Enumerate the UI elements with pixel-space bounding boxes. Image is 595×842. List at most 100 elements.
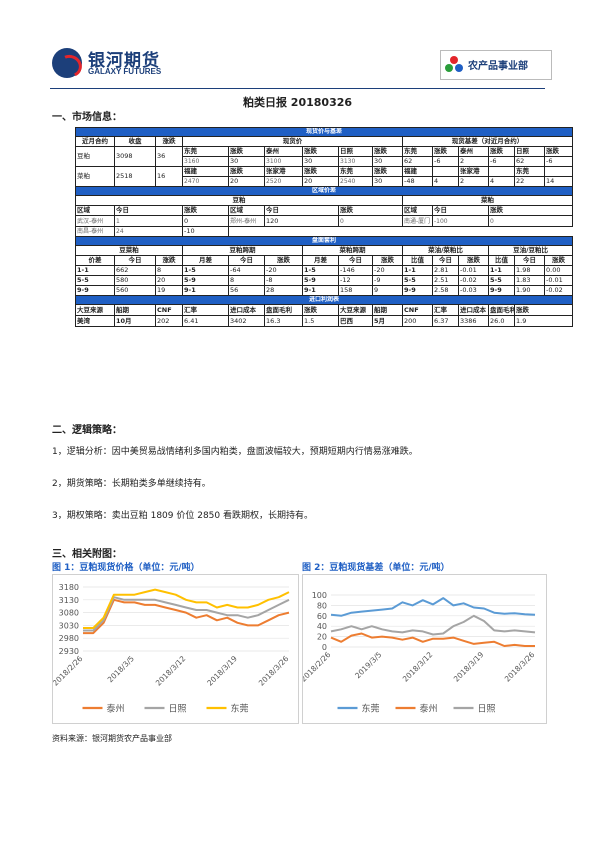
x-tick-label: 2018/3/26 (503, 650, 537, 684)
x-tick-label: 2018/3/12 (154, 654, 188, 688)
arb-group: 豆粕跨期 (182, 245, 303, 256)
cell (543, 166, 574, 177)
cell: 东莞 (182, 146, 229, 157)
cell: 2.58 (432, 285, 459, 296)
cell: 1.9 (513, 315, 574, 327)
agri-dept-icon (445, 56, 463, 72)
cell: 武汉-泰州 (75, 215, 115, 227)
cell: 1-1 (402, 265, 433, 276)
cell: 1-5 (302, 265, 339, 276)
cell: 30 (372, 156, 403, 167)
cell: 662 (114, 265, 156, 276)
cell: 汇率 (182, 304, 229, 316)
cell: -0.01 (458, 265, 489, 276)
cp-name: 菜粕 (75, 166, 115, 187)
cell: -20 (264, 265, 303, 276)
cell: 26.0 (488, 315, 515, 327)
cell: 今日 (114, 205, 183, 216)
cell: 3386 (458, 315, 489, 327)
cell: CNF (402, 304, 433, 316)
cell-empty (229, 227, 573, 237)
cell: 8 (155, 265, 183, 276)
cp-chg: 16 (155, 166, 183, 187)
report-title: 粕类日报 20180326 (242, 96, 353, 109)
cell: 日照 (338, 146, 373, 157)
cell: 120 (264, 215, 339, 227)
logic-1: 1，逻辑分析：因中美贸易战情绪利多国内粕类，盘面波幅较大，预期短期内行情易涨难跌… (52, 447, 418, 457)
legend-label: 东莞 (231, 703, 249, 715)
cell: 30 (302, 156, 339, 167)
cell: 2 (458, 156, 489, 167)
cell: 5-9 (182, 275, 229, 286)
y-tick-label: 0 (322, 643, 327, 652)
y-tick-label: 20 (317, 633, 327, 642)
y-tick-label: 80 (317, 601, 327, 610)
cell: 涨跌 (543, 146, 574, 157)
cell: 158 (338, 285, 373, 296)
cell: 比值 (488, 255, 515, 266)
cell: -8 (264, 275, 303, 286)
chart2-caption: 图 2：豆粕现货基差（单位：元/吨） (302, 563, 450, 573)
cell: 9-1 (182, 285, 229, 296)
y-tick-label: 40 (317, 622, 327, 631)
cell: 5-5 (402, 275, 433, 286)
cell: 3130 (338, 156, 373, 167)
cell: 0 (487, 215, 574, 227)
cell: -12 (338, 275, 373, 286)
cell: 200 (402, 315, 433, 327)
y-tick-label: 60 (317, 612, 327, 621)
cell: -10 (182, 226, 229, 237)
dp-name: 豆粕 (75, 146, 115, 167)
cell: 1.83 (514, 275, 545, 286)
y-tick-label: 2980 (59, 634, 79, 643)
cell: 涨跌 (513, 304, 574, 316)
y-tick-label: 3030 (59, 621, 79, 630)
cell: 14 (543, 176, 574, 187)
cell: 进口成本 (458, 304, 489, 316)
cell: 涨跌 (302, 166, 339, 177)
legend-label: 泰州 (420, 703, 438, 715)
arb-group: 豆菜粕 (75, 245, 183, 256)
cell: 泰州 (264, 146, 303, 157)
cell: -20 (372, 265, 403, 276)
h-close: 收盘 (114, 136, 156, 147)
cell: 今日 (514, 255, 545, 266)
cell: 涨跌 (302, 146, 339, 157)
cell: 区域 (75, 205, 115, 216)
cell: 20 (228, 176, 265, 187)
cell: 5-5 (75, 275, 115, 286)
legend-label: 日照 (478, 704, 496, 715)
cell: 今日 (228, 255, 265, 266)
cell: 2.81 (432, 265, 459, 276)
cell: 涨跌 (228, 166, 265, 177)
dp-close: 3098 (114, 146, 156, 167)
cell: 郑州-泰州 (228, 215, 265, 227)
legend-label: 东莞 (362, 703, 380, 715)
cell: 5月 (372, 315, 403, 327)
cell: 6.37 (432, 315, 459, 327)
legend-label: 日照 (169, 704, 187, 715)
x-tick-label: 2018/3/26 (257, 654, 291, 688)
region-dp: 豆粕 (75, 195, 403, 206)
cell: 580 (114, 275, 156, 286)
cell: 大豆来源 (338, 304, 373, 316)
cell: -6 (543, 156, 574, 167)
h-chg: 涨跌 (155, 136, 183, 147)
cell: 今日 (338, 255, 373, 266)
cell: 202 (155, 315, 183, 327)
cell: 月差 (302, 255, 339, 266)
logic-2: 2，期货策略：长期粕类多单继续持有。 (52, 479, 211, 489)
cell: CNF (155, 304, 183, 316)
cell: 东莞 (514, 166, 545, 177)
y-tick-label: 3180 (59, 583, 79, 592)
series-line-日照 (330, 614, 536, 636)
cell: 比值 (402, 255, 433, 266)
cell: -0.01 (543, 275, 574, 286)
cell: 5-9 (302, 275, 339, 286)
cell: 泰州 (458, 146, 489, 157)
cp-close: 2518 (114, 166, 156, 187)
cell: 1 (114, 215, 183, 227)
cell: 盘面毛利 (264, 304, 303, 316)
cell: 3100 (264, 156, 303, 167)
